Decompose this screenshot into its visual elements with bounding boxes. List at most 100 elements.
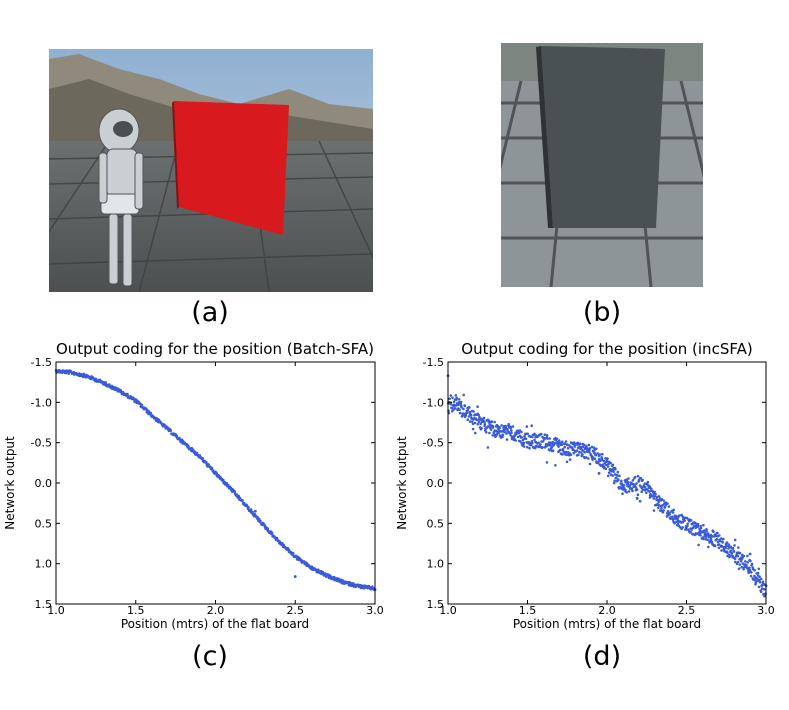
data-point [601,452,604,456]
data-point [490,420,494,423]
data-point [748,566,751,570]
data-point [582,445,585,449]
y-tick-label: -0.5 [31,437,52,450]
data-point [342,579,345,583]
data-point [695,532,699,535]
data-point [742,554,746,558]
x-tick-label: 2.5 [678,604,696,617]
data-point [547,441,551,444]
data-point [699,526,703,530]
data-point [587,443,591,447]
data-point [681,526,684,529]
data-point [685,528,688,531]
data-point [624,488,627,492]
data-point [210,466,214,470]
data-point [470,420,474,423]
data-point [705,528,708,531]
data-point [488,431,491,435]
data-point [503,430,506,434]
data-point [704,535,708,539]
data-point [690,528,693,531]
data-point [225,482,229,485]
data-point [577,453,580,457]
data-point [463,404,467,408]
data-point [454,394,458,397]
data-point [466,408,470,412]
data-point [468,406,471,409]
data-point [636,474,640,478]
data-point [545,434,549,437]
data-point [510,429,513,432]
data-point [763,594,766,598]
data-point [681,520,685,524]
data-point [237,494,240,498]
data-point [758,575,761,578]
data-point [676,522,680,525]
data-point [573,445,577,448]
y-tick-label: 1.0 [427,558,445,571]
data-point [257,517,261,521]
data-point [646,480,650,484]
data-point [483,420,486,424]
x-tick-label: 1.0 [439,604,457,617]
data-point [692,524,696,527]
data-point [522,441,526,445]
data-point [598,453,602,456]
data-point [740,565,743,569]
data-point [457,398,461,401]
data-point [579,451,583,454]
data-point [733,544,736,547]
data-point [486,425,490,428]
data-point [738,563,742,566]
data-point [557,445,560,448]
data-point [718,539,722,543]
data-point [672,508,675,512]
data-point [582,443,586,447]
data-point [482,416,486,420]
data-point [745,563,748,567]
data-point [476,422,480,426]
data-point [638,499,642,503]
data-point [477,420,481,424]
data-point [126,392,129,396]
data-point [705,529,708,533]
data-point [578,442,582,446]
data-point [522,445,526,448]
data-point [549,443,552,447]
data-point [508,432,511,435]
data-point [507,422,511,426]
data-point [717,543,721,546]
data-point [524,437,528,441]
data-point [653,495,656,498]
data-point [605,463,608,467]
y-tick-label: -1.0 [31,396,52,409]
data-point [716,531,719,535]
data-point [636,493,640,497]
data-point [702,529,706,532]
data-point [736,560,740,564]
data-point [720,549,723,552]
data-point [686,522,689,526]
data-point [525,425,529,428]
data-point [713,544,717,548]
data-point [749,574,753,578]
data-point [541,446,544,449]
data-point [471,427,475,431]
data-point [500,424,503,427]
data-point [757,567,761,571]
data-point [707,545,710,549]
chart-title: Output coding for the position (Batch-SF… [56,340,374,358]
data-point [561,453,564,456]
data-point [317,568,320,572]
data-point [666,502,669,505]
data-point [706,538,709,541]
data-point-outlier [253,509,257,513]
data-point [753,569,756,572]
data-point [108,383,111,386]
y-tick-label: -1.5 [423,356,444,369]
data-point [477,418,480,422]
data-point [727,553,731,557]
data-point [651,494,654,498]
data-point [631,489,634,493]
